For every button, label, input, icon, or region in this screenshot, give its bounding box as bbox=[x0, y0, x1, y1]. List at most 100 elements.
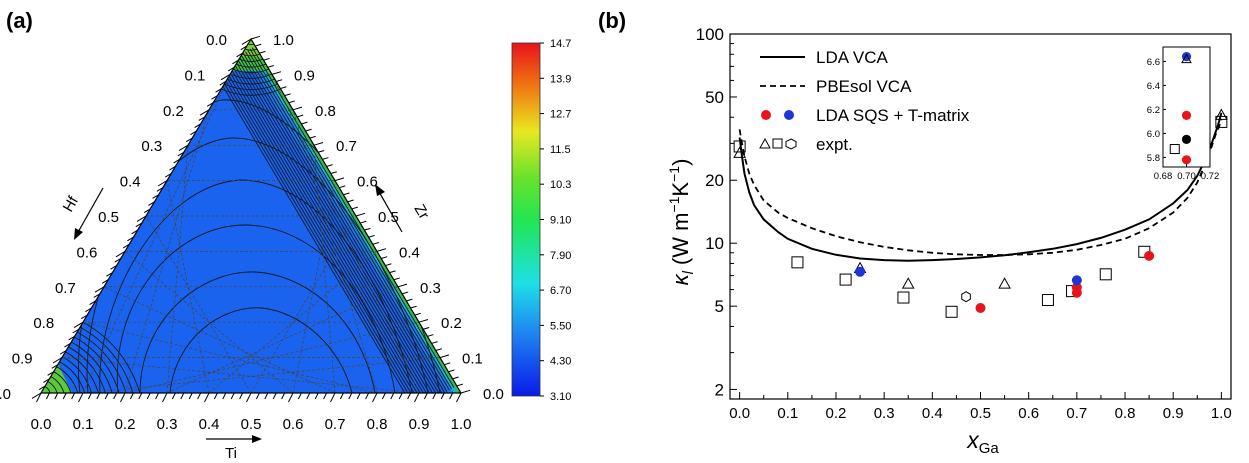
colorbar-ticks: 14.7 13.9 12.7 11.5 10.3 9.10 7.90 6.70 5.50 4.30… bbox=[540, 38, 571, 403]
series-line-pbesol-vca bbox=[738, 119, 1223, 256]
tick-bottom-edge bbox=[162, 392, 168, 403]
contour-right-band bbox=[222, 65, 425, 393]
expt-square-marker bbox=[897, 291, 910, 304]
tick-right-edge bbox=[360, 220, 367, 224]
inset-ticks: 0.68 0.70 0.72 5.8 6.0 6.2 6.4 6.6 bbox=[1147, 57, 1219, 182]
panel-label-b: (b) bbox=[598, 8, 626, 33]
colorbar-tick-label: 10.3 bbox=[550, 179, 571, 191]
tick-bottom-edge bbox=[36, 392, 42, 403]
contour-top-corner bbox=[226, 78, 276, 85]
tick-bottom-edge bbox=[222, 392, 227, 400]
tick-right-edge bbox=[460, 389, 471, 394]
tick-bottom-edge bbox=[381, 392, 386, 400]
tick-left-edge bbox=[135, 222, 143, 228]
contour-right-band bbox=[215, 69, 418, 393]
legend-marker-sqs-blue bbox=[784, 110, 794, 120]
tick-bottom-edge bbox=[264, 392, 269, 400]
y-label-kappa: κ bbox=[668, 273, 693, 285]
tick-bottom-edge bbox=[120, 392, 126, 403]
tick-bottom-edge bbox=[281, 392, 286, 400]
y-label-units: (W m bbox=[668, 213, 693, 266]
tick-left-edge bbox=[72, 328, 80, 334]
zr-tick-label: 0.9 bbox=[294, 67, 315, 84]
tick-right-edge bbox=[309, 135, 316, 139]
tick-right-edge bbox=[402, 291, 409, 295]
inset-y-tick-label: 6.4 bbox=[1147, 81, 1160, 92]
zr-tick-label: 0.3 bbox=[420, 280, 441, 297]
x-tick-label: 0.1 bbox=[777, 405, 798, 422]
tick-left-edge bbox=[143, 208, 151, 213]
legend-marker-expt-square bbox=[772, 138, 783, 149]
colorbar-tick-label: 11.5 bbox=[550, 144, 571, 156]
tick-left-edge bbox=[211, 95, 218, 100]
colorbar-tick-label: 3.10 bbox=[550, 391, 571, 403]
tick-bottom-edge bbox=[339, 392, 344, 400]
tick-left-edge bbox=[52, 357, 63, 364]
x-tick-label: 0.7 bbox=[1066, 405, 1087, 422]
tick-right-edge bbox=[397, 283, 408, 288]
sqs-point-blue bbox=[1071, 275, 1082, 286]
y-tick-label: 10 bbox=[705, 234, 724, 253]
hf-tick-label: 0.7 bbox=[55, 280, 76, 297]
ternary-panel: 0.0 0.1 0.2 0.3 0.4 0.5 0.6 0.7 0.8 0.9 1.0 1.0 0.9… bbox=[0, 32, 571, 462]
contour-right-band bbox=[220, 66, 423, 393]
axis-ticks: 0.0 0.1 0.2 0.3 0.4 0.5 0.6 0.7 0.8 0.9 1.0 2 5 10 20 5… bbox=[696, 25, 1232, 422]
expt-hexagon-marker bbox=[961, 291, 971, 303]
ternary-ticks bbox=[31, 35, 471, 403]
tick-left-edge bbox=[59, 350, 67, 355]
tick-left-edge bbox=[136, 215, 147, 222]
tick-bottom-edge bbox=[155, 392, 160, 400]
tick-bottom-edge bbox=[62, 392, 67, 400]
tick-bottom-edge bbox=[197, 392, 202, 400]
hf-axis-label: Hf bbox=[60, 193, 83, 215]
tick-right-edge bbox=[456, 383, 463, 387]
tick-bottom-edge bbox=[272, 392, 277, 400]
tick-right-edge bbox=[435, 348, 442, 351]
contour-center-loop bbox=[116, 224, 396, 393]
tick-left-edge bbox=[114, 258, 122, 263]
zr-tick-label: 1.0 bbox=[273, 32, 294, 49]
hf-tick-label: 0.4 bbox=[120, 174, 141, 191]
ternary-bottom-tick-labels: 0.0 0.1 0.2 0.3 0.4 0.5 0.6 0.7 0.8 0.9 1.0 bbox=[31, 416, 472, 433]
sqs-point-red bbox=[975, 303, 986, 314]
tick-left-edge bbox=[31, 392, 42, 399]
contour-right-band bbox=[238, 55, 441, 393]
inset-x-tick-label: 0.72 bbox=[1201, 171, 1220, 182]
grid-line-diag-left bbox=[103, 286, 336, 394]
tick-right-edge bbox=[326, 164, 333, 167]
colorbar-gradient bbox=[511, 42, 541, 397]
legend-label-expt: expt. bbox=[816, 135, 853, 154]
ti-tick-label: 0.9 bbox=[409, 416, 430, 433]
inset-x-tick-label: 0.68 bbox=[1154, 171, 1173, 182]
sqs-point-blue bbox=[855, 266, 866, 277]
grid-line-diag-left bbox=[124, 251, 294, 394]
expt-triangle-marker bbox=[1215, 108, 1228, 120]
tick-left-edge bbox=[177, 151, 185, 157]
data-points bbox=[733, 108, 1228, 318]
tick-left-edge bbox=[64, 343, 71, 348]
x-tick-label: 0.3 bbox=[874, 405, 895, 422]
expt-square-marker bbox=[733, 140, 746, 153]
legend-label-sqs: LDA SQS + T-matrix bbox=[816, 106, 970, 125]
expt-triangle-marker bbox=[901, 277, 915, 289]
tick-bottom-edge bbox=[78, 392, 84, 403]
grid-line-diag-right bbox=[292, 109, 378, 394]
inset-y-tick-label: 6.6 bbox=[1147, 57, 1160, 68]
y-tick-label: 20 bbox=[705, 171, 724, 190]
tick-right-edge bbox=[355, 212, 366, 217]
tick-left-edge bbox=[38, 385, 46, 390]
x-tick-label: 0.6 bbox=[1018, 405, 1039, 422]
colorbar-tick-label: 13.9 bbox=[550, 73, 571, 85]
ti-tick-label: 0.0 bbox=[31, 416, 52, 433]
x-axis-label: xGa bbox=[966, 427, 999, 457]
tick-bottom-edge bbox=[204, 392, 210, 403]
tick-bottom-edge bbox=[54, 392, 59, 400]
tick-left-edge bbox=[94, 286, 105, 293]
tick-right-edge bbox=[250, 35, 261, 40]
tick-left-edge bbox=[93, 293, 101, 298]
tick-right-edge bbox=[313, 142, 324, 146]
tick-right-edge bbox=[297, 114, 304, 118]
y-label-exp2: −1 bbox=[666, 166, 682, 182]
sqs-point-red bbox=[1071, 282, 1082, 293]
ti-tick-label: 1.0 bbox=[451, 416, 472, 433]
